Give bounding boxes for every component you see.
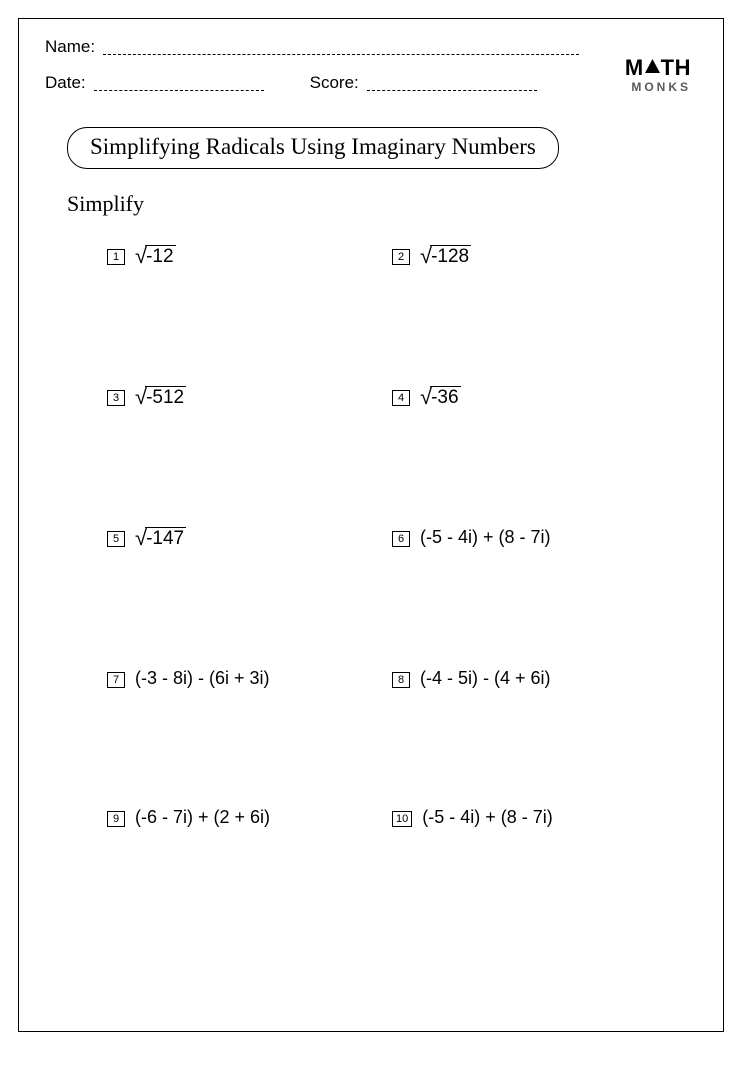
problem-expression: √-36 bbox=[420, 386, 461, 409]
problem-cell: 4 √-36 bbox=[392, 386, 677, 409]
problem-row: 3√-5124√-36 bbox=[107, 386, 677, 409]
problem-row: 5 √-147 6 (-5 - 4i) + (8 - 7i) bbox=[107, 527, 677, 550]
problem-cell: 3 √-512 bbox=[107, 386, 392, 409]
problem-row: 1√-122√-128 bbox=[107, 245, 677, 268]
problem-number: 6 bbox=[392, 531, 410, 547]
triangle-icon bbox=[644, 56, 661, 78]
logo-bottom-line: MONKS bbox=[625, 81, 691, 93]
radical-expression: √-512 bbox=[135, 386, 186, 409]
name-blank[interactable] bbox=[103, 39, 579, 55]
title-container: Simplifying Radicals Using Imaginary Num… bbox=[67, 127, 697, 169]
problem-number: 2 bbox=[392, 249, 410, 265]
problem-expression: √-12 bbox=[135, 245, 176, 268]
radicand-value: -147 bbox=[145, 527, 186, 550]
problem-cell: 6 (-5 - 4i) + (8 - 7i) bbox=[392, 527, 677, 550]
problem-expression: (-4 - 5i) - (4 + 6i) bbox=[420, 668, 551, 689]
problem-expression: (-3 - 8i) - (6i + 3i) bbox=[135, 668, 270, 689]
score-label: Score: bbox=[310, 73, 359, 93]
radical-icon: √ bbox=[420, 246, 432, 266]
radicand-value: -12 bbox=[145, 245, 175, 268]
problem-cell: 5 √-147 bbox=[107, 527, 392, 550]
problem-expression: (-5 - 4i) + (8 - 7i) bbox=[420, 527, 551, 548]
problem-expression: √-147 bbox=[135, 527, 186, 550]
problem-cell: 8 (-4 - 5i) - (4 + 6i) bbox=[392, 668, 677, 689]
brand-logo: M TH MONKS bbox=[625, 57, 691, 93]
problem-row: 7 (-3 - 8i) - (6i + 3i) 8 (-4 - 5i) - (4 + … bbox=[107, 668, 677, 689]
problem-number: 9 bbox=[107, 811, 125, 827]
radical-expression: √-12 bbox=[135, 245, 176, 268]
date-score-row: Date: Score: bbox=[45, 73, 697, 93]
problem-row: 9 (-6 - 7i) + (2 + 6i) 10 (-5 - 4i) + (8 - … bbox=[107, 807, 677, 828]
problem-expression: √-128 bbox=[420, 245, 471, 268]
problem-cell: 7 (-3 - 8i) - (6i + 3i) bbox=[107, 668, 392, 689]
problem-expression: √-512 bbox=[135, 386, 186, 409]
radical-expression: √-36 bbox=[420, 386, 461, 409]
radical-expression: √-128 bbox=[420, 245, 471, 268]
radical-icon: √ bbox=[420, 387, 432, 407]
problem-number: 4 bbox=[392, 390, 410, 406]
radical-icon: √ bbox=[135, 528, 147, 548]
worksheet-title: Simplifying Radicals Using Imaginary Num… bbox=[67, 127, 559, 169]
radicand-value: -128 bbox=[430, 245, 471, 268]
radical-icon: √ bbox=[135, 387, 147, 407]
logo-top-line: M TH bbox=[625, 57, 691, 79]
problem-number: 3 bbox=[107, 390, 125, 406]
problems-grid: 1√-122√-1283√-5124√-365√-1476(-5 - 4i) +… bbox=[107, 245, 677, 828]
logo-m: M bbox=[625, 55, 644, 80]
problem-number: 10 bbox=[392, 811, 412, 827]
problem-cell: 1 √-12 bbox=[107, 245, 392, 268]
problem-number: 5 bbox=[107, 531, 125, 547]
radical-expression: √-147 bbox=[135, 527, 186, 550]
problem-cell: 2 √-128 bbox=[392, 245, 677, 268]
name-row: Name: bbox=[45, 37, 697, 57]
problem-number: 8 bbox=[392, 672, 410, 688]
problem-number: 7 bbox=[107, 672, 125, 688]
date-label: Date: bbox=[45, 73, 86, 93]
radical-icon: √ bbox=[135, 246, 147, 266]
instruction-text: Simplify bbox=[67, 191, 697, 217]
score-blank[interactable] bbox=[367, 75, 537, 91]
name-label: Name: bbox=[45, 37, 95, 57]
problem-expression: (-6 - 7i) + (2 + 6i) bbox=[135, 807, 270, 828]
problem-cell: 10 (-5 - 4i) + (8 - 7i) bbox=[392, 807, 677, 828]
problem-expression: (-5 - 4i) + (8 - 7i) bbox=[422, 807, 553, 828]
problem-cell: 9 (-6 - 7i) + (2 + 6i) bbox=[107, 807, 392, 828]
logo-th: TH bbox=[661, 55, 691, 80]
problem-number: 1 bbox=[107, 249, 125, 265]
radicand-value: -36 bbox=[430, 386, 460, 409]
worksheet-page: Name: Date: Score: M TH MONKS Simplifying… bbox=[18, 18, 724, 1032]
date-blank[interactable] bbox=[94, 75, 264, 91]
radicand-value: -512 bbox=[145, 386, 186, 409]
